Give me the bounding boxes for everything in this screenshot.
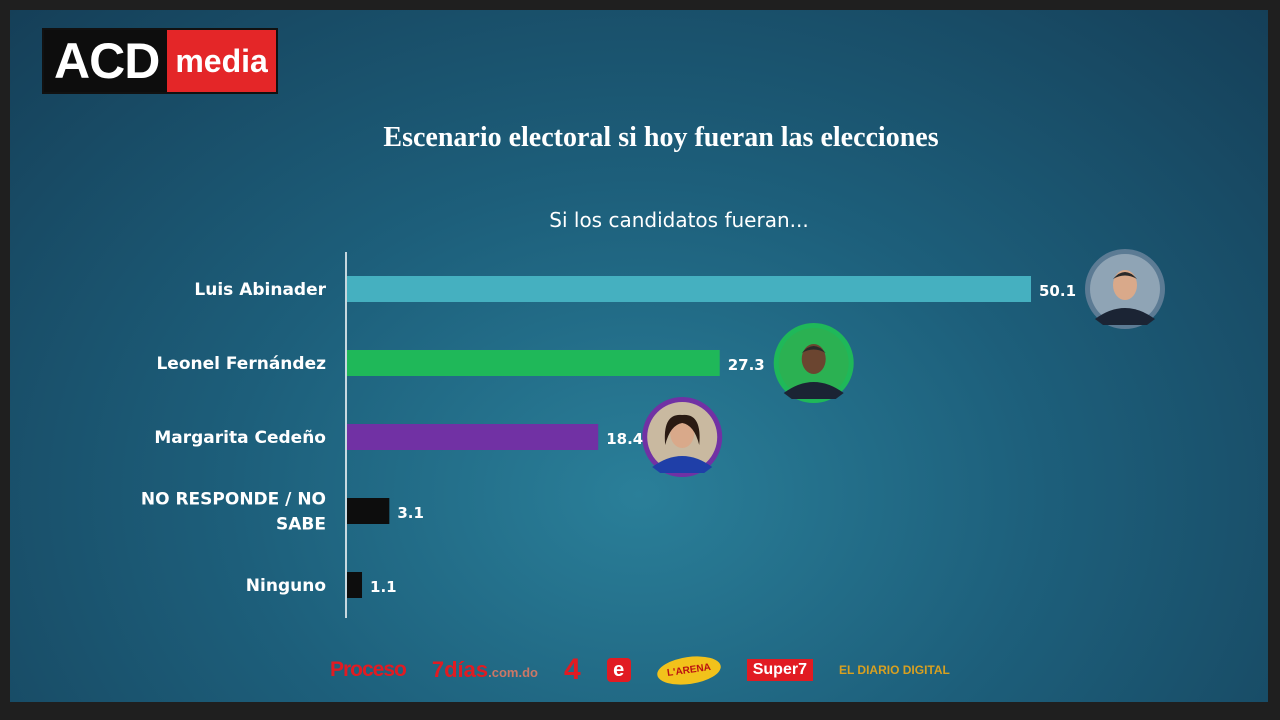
- category-label-line: NO RESPONDE / NO: [141, 490, 326, 510]
- category-label: NO RESPONDE / NO SABE: [141, 490, 326, 535]
- portrait-hair: [801, 346, 826, 353]
- bar: [347, 424, 599, 450]
- portrait-face: [1113, 270, 1137, 300]
- category-label-line: Ninguno: [246, 576, 326, 596]
- category-label-line: Leonel Fernández: [156, 354, 326, 374]
- screen: ACD media Escenario electoral si hoy fue…: [10, 10, 1268, 702]
- brand-part2: media: [167, 30, 276, 92]
- category-label: Luis Abinader: [194, 280, 326, 300]
- bar: [347, 498, 390, 524]
- category-label: Leonel Fernández: [156, 354, 326, 374]
- canal4-logo: 4: [563, 653, 581, 686]
- portrait-hair: [664, 414, 700, 445]
- category-label-line: Luis Abinader: [194, 280, 326, 300]
- portrait-face: [801, 344, 826, 374]
- data-label: 1.1: [370, 578, 397, 596]
- siete-dias-logo-suffix: .com.do: [488, 665, 538, 680]
- bar: [347, 572, 363, 598]
- siete-dias-logo-text: 7días: [431, 657, 489, 682]
- portrait-face: [670, 418, 695, 448]
- category-label-line: Margarita Cedeño: [154, 428, 326, 448]
- proceso-logo: Proceso: [330, 658, 407, 681]
- category-label: Margarita Cedeño: [154, 428, 326, 448]
- portrait-body: [783, 382, 844, 399]
- data-label: 50.1: [1039, 282, 1076, 300]
- bar: [347, 350, 720, 376]
- category-label-line: SABE: [276, 515, 326, 535]
- acd-media-logo: ACD media: [42, 28, 278, 94]
- data-label: 27.3: [728, 356, 765, 374]
- candidate-portrait: [1085, 249, 1165, 329]
- candidate-portrait: [642, 397, 723, 477]
- bar: [347, 276, 1031, 302]
- chart-title: Escenario electoral si hoy fueran las el…: [383, 122, 939, 153]
- portrait-body: [1095, 308, 1155, 325]
- brand-part1: ACD: [44, 30, 168, 92]
- portrait-body: [652, 456, 713, 473]
- portrait-hair: [1113, 272, 1137, 279]
- data-label: 18.4: [606, 430, 643, 448]
- siete-dias-logo: 7días.com.do: [432, 657, 538, 683]
- candidate-portrait: [773, 323, 854, 403]
- diario-digital-logo: EL DIARIO DIGITAL: [838, 663, 950, 677]
- e-logo: e: [606, 658, 631, 682]
- super7-logo: Super7: [746, 659, 813, 681]
- chart-subtitle: Si los candidatos fueran...: [549, 208, 809, 232]
- sponsor-logos: Proceso 7días.com.do 4 e L'ARENA Super7 …: [330, 650, 950, 690]
- category-label: Ninguno: [246, 576, 326, 596]
- data-label: 3.1: [397, 504, 424, 522]
